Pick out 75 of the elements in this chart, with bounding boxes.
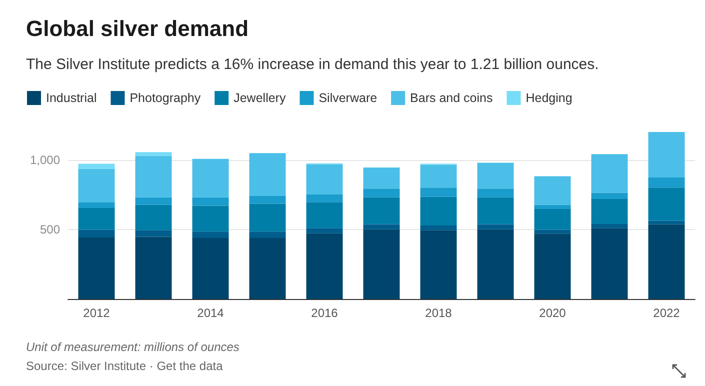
bar	[192, 197, 229, 206]
bar	[591, 198, 628, 224]
bar	[648, 188, 685, 221]
bar	[363, 224, 400, 230]
bar	[420, 196, 457, 226]
bar	[306, 202, 343, 228]
bar	[477, 224, 514, 230]
bar	[192, 206, 229, 232]
bar	[648, 224, 685, 299]
bar	[420, 226, 457, 230]
bar	[249, 153, 286, 196]
bar	[135, 230, 172, 237]
bar	[363, 167, 400, 189]
legend-label: Photography	[130, 91, 202, 105]
y-tick-label: 1,000	[30, 152, 60, 167]
bar	[363, 229, 400, 299]
x-tick-label: 2022	[653, 306, 680, 320]
bar	[135, 236, 172, 299]
bar	[135, 156, 172, 198]
bar	[591, 228, 628, 299]
bar	[249, 204, 286, 232]
bar	[192, 158, 229, 198]
bar	[78, 230, 115, 238]
y-tick-label: 500	[40, 222, 60, 236]
bar	[249, 196, 286, 204]
legend-label: Industrial	[46, 91, 97, 105]
bar	[78, 202, 115, 208]
bar	[135, 152, 172, 156]
bar	[648, 132, 685, 178]
bar	[78, 208, 115, 230]
bar	[591, 154, 628, 193]
bar	[135, 204, 172, 230]
bar	[648, 178, 685, 188]
chart-title: Global silver demand	[26, 16, 249, 42]
bar	[534, 234, 571, 299]
bar	[78, 168, 115, 202]
source-note: Source: Silver Institute · Get the data	[26, 359, 223, 373]
bar	[363, 197, 400, 224]
legend-label: Jewellery	[234, 91, 286, 105]
x-tick-label: 2018	[425, 306, 452, 320]
legend-label: Silverware	[318, 91, 378, 105]
bar	[477, 197, 514, 224]
bar	[534, 208, 571, 230]
bar	[306, 194, 343, 202]
bar	[648, 220, 685, 224]
chart-subtitle: The Silver Institute predicts a 16% increase in demand this year to 1.21 billion ounces.	[26, 56, 599, 73]
bar	[534, 176, 571, 205]
bar	[534, 230, 571, 234]
bar	[306, 164, 343, 194]
bar	[135, 197, 172, 205]
bar	[477, 162, 514, 189]
bar	[192, 232, 229, 238]
bar	[192, 238, 229, 299]
bar	[78, 237, 115, 299]
x-tick-label: 2020	[539, 306, 566, 320]
bar	[420, 188, 457, 197]
bar	[591, 192, 628, 199]
text: Unit of measurement: millions of ounces	[26, 340, 240, 354]
bar	[78, 164, 115, 169]
bar	[477, 188, 514, 198]
bar	[420, 164, 457, 188]
bar	[363, 188, 400, 198]
bar	[477, 229, 514, 299]
legend-label: Hedging	[526, 91, 572, 105]
x-tick-label: 2014	[197, 306, 224, 320]
bar	[534, 204, 571, 209]
x-tick-label: 2016	[311, 306, 338, 320]
x-tick-label: 2012	[83, 306, 110, 320]
bar	[306, 233, 343, 299]
bar	[249, 238, 286, 299]
legend-label: Bars and coins	[410, 91, 493, 105]
bar	[306, 228, 343, 234]
bar	[591, 224, 628, 228]
bar	[420, 230, 457, 299]
bar	[249, 232, 286, 238]
